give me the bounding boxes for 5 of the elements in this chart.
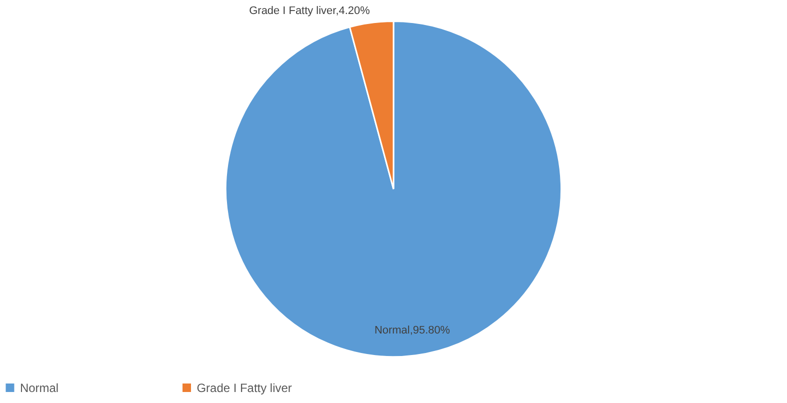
pie-slice bbox=[225, 20, 562, 358]
legend-label: Normal bbox=[20, 380, 59, 395]
data-label: Grade I Fatty liver,4.20% bbox=[249, 4, 370, 17]
legend-label: Grade I Fatty liver bbox=[196, 380, 292, 395]
data-label: Normal,95.80% bbox=[374, 324, 450, 336]
